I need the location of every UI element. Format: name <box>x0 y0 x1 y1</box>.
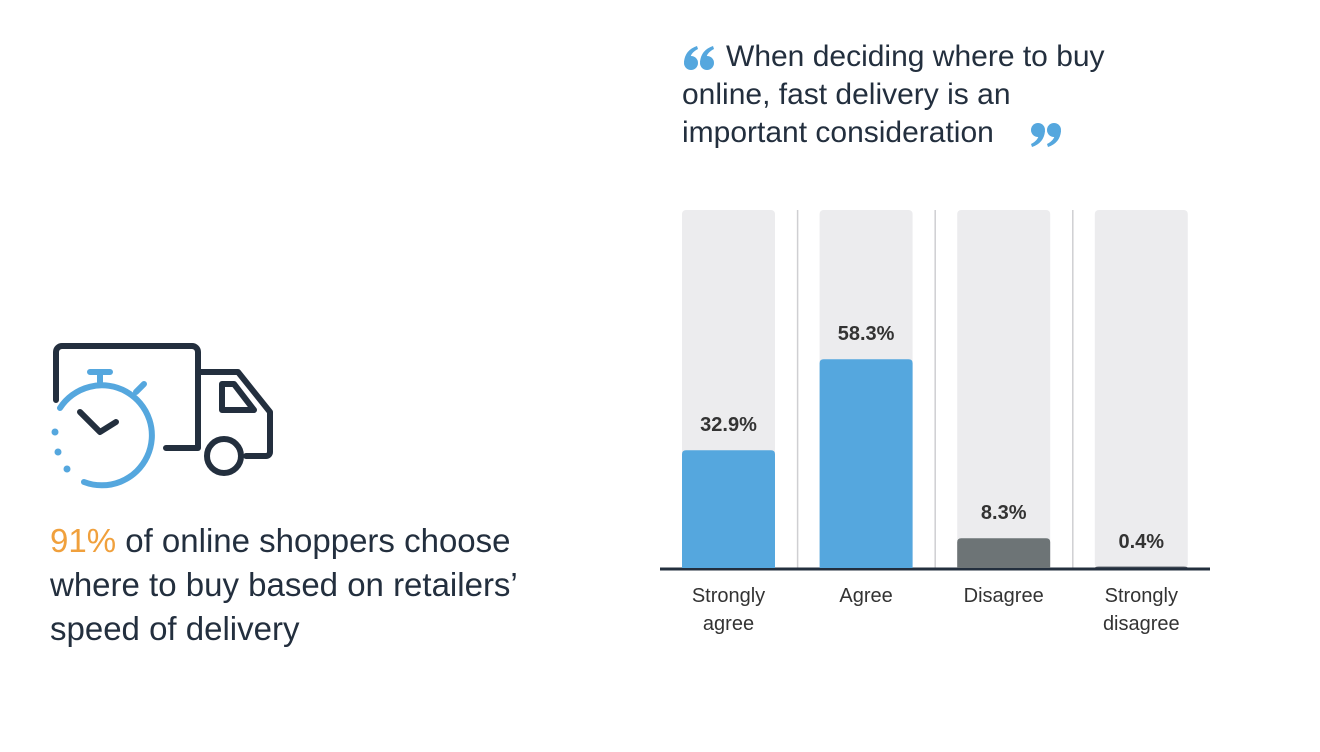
value-label: 32.9% <box>700 414 757 437</box>
title-text: When deciding where to buy online, fast … <box>682 40 1105 149</box>
truck-icon <box>51 343 273 489</box>
bar <box>819 359 913 568</box>
open-quote <box>684 46 714 70</box>
headline-text: of online shoppers choose where to buy b… <box>50 522 517 647</box>
bar-background <box>957 210 1051 568</box>
x-tick-label: Strongly agree <box>691 585 766 635</box>
x-tick-label: Disagree <box>963 585 1044 607</box>
x-tick-label: Agree <box>839 585 893 607</box>
bar <box>682 450 775 568</box>
value-label: 0.4% <box>1118 530 1165 553</box>
headline: 91% of online shoppers choose where to b… <box>50 519 590 651</box>
headline-stat: 91% <box>50 522 117 559</box>
bar <box>1094 566 1188 568</box>
chart-title: When deciding where to buy online, fast … <box>682 38 1122 152</box>
close-quote <box>1031 123 1061 147</box>
bar-background <box>1094 210 1188 568</box>
x-tick-label: Strongly disagree <box>1102 585 1180 635</box>
value-label: 58.3% <box>837 323 895 346</box>
bar <box>957 538 1051 568</box>
value-label: 8.3% <box>980 502 1027 525</box>
